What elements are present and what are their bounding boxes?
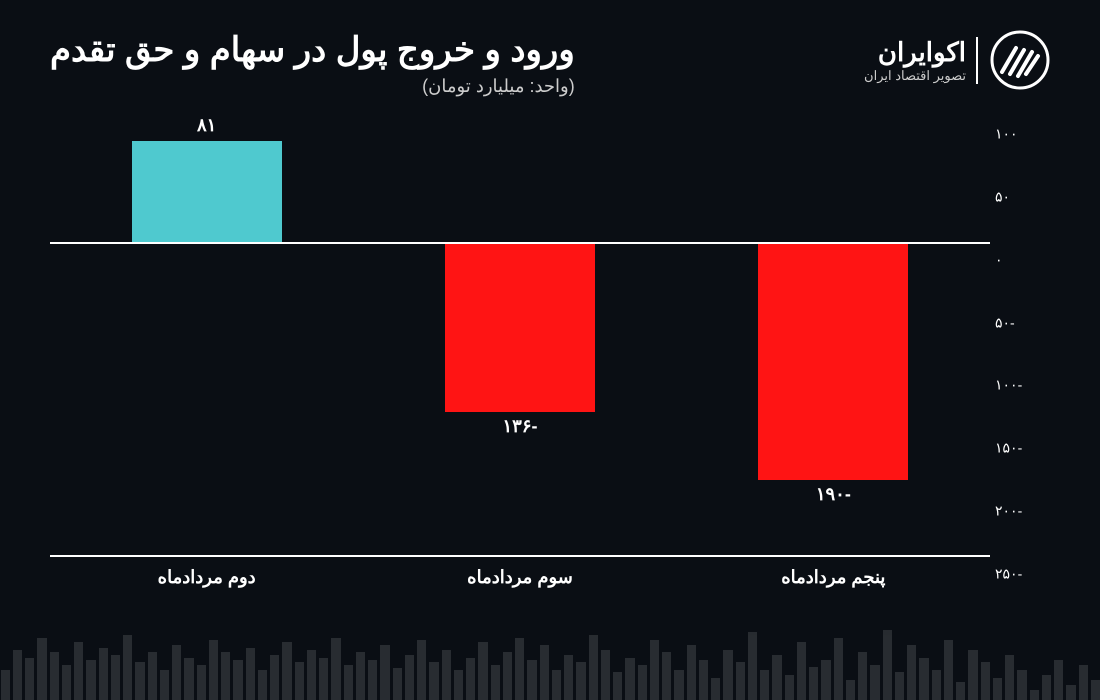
bar [758, 242, 908, 480]
y-tick-label: -۲۵۰ [995, 566, 1050, 583]
bars-container: ۸۱ -۱۳۶ -۱۹۰ [50, 117, 990, 555]
bar [132, 141, 282, 242]
x-axis-category-label: دوم مردادماه [132, 567, 282, 617]
bar-slot: -۱۹۰ [758, 117, 908, 555]
eco-iran-logo-icon [990, 30, 1050, 90]
bar-value-label: ۸۱ [132, 115, 282, 136]
bar-value-label: -۱۹۰ [758, 484, 908, 505]
x-axis-category-label: سوم مردادماه [445, 567, 595, 617]
y-tick-label: -۱۰۰ [995, 377, 1050, 394]
plot-region: ۸۱ -۱۳۶ -۱۹۰ [50, 117, 990, 557]
bar [445, 242, 595, 412]
brand-logo: اکوایران تصویر اقتصاد ایران [852, 30, 1050, 90]
bar-slot: ۸۱ [132, 117, 282, 555]
y-tick-label: -۵۰ [995, 314, 1050, 331]
bar-chart: ۱۰۰ ۵۰ ۰ -۵۰ -۱۰۰ -۱۵۰ -۲۰۰ -۲۵۰ ۸۱ -۱۳۶ -۱۹۰ دوم… [50, 117, 1050, 617]
y-tick-label: ۵۰ [995, 188, 1050, 205]
y-tick-label: ۱۰۰ [995, 126, 1050, 143]
y-tick-label: ۰ [995, 251, 1050, 268]
y-axis: ۱۰۰۵۰۰-۵۰-۱۰۰-۱۵۰-۲۰۰-۲۵۰ [990, 117, 1050, 557]
x-axis-category-label: پنجم مردادماه [758, 567, 908, 617]
x-axis-labels: دوم مردادماه سوم مردادماه پنجم مردادماه [50, 567, 990, 617]
bar-slot: -۱۳۶ [445, 117, 595, 555]
zero-axis-line [50, 242, 990, 244]
y-tick-label: -۲۰۰ [995, 503, 1050, 520]
bar-value-label: -۱۳۶ [445, 416, 595, 437]
y-tick-label: -۱۵۰ [995, 440, 1050, 457]
brand-name: اکوایران [864, 37, 966, 68]
chart-title: ورود و خروج پول در سهام و حق تقدم [50, 30, 575, 70]
chart-subtitle: (واحد: میلیارد تومان) [50, 76, 575, 97]
brand-tagline: تصویر اقتصاد ایران [864, 68, 966, 84]
